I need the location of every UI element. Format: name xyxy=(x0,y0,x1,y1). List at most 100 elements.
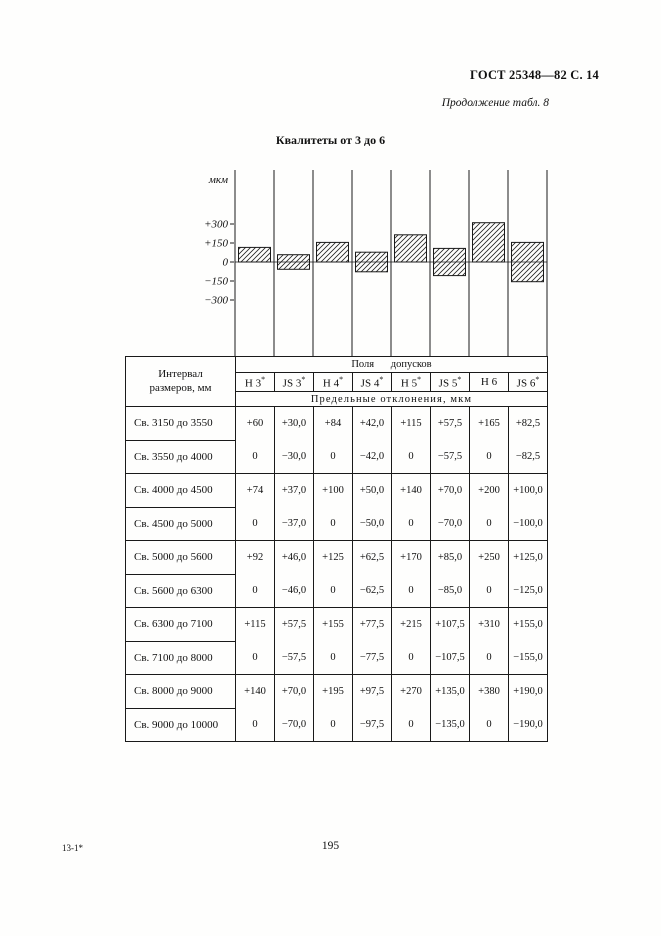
size-interval: Св. 6300 до 7100 xyxy=(125,607,236,642)
size-interval: Св. 4500 до 5000 xyxy=(125,506,236,541)
lower-deviation: −37,0 xyxy=(281,518,307,529)
lower-deviation: 0 xyxy=(252,585,258,596)
deviations-header-cell: Предельные отклонения, мкм xyxy=(235,391,548,407)
deviation-cell: +42,0 −42,0 xyxy=(352,406,392,474)
tolerance-column-header: Н 3* xyxy=(235,372,275,392)
tolerance-column-header: JS 4* xyxy=(352,372,392,392)
deviation-cell: +200 0 xyxy=(469,473,509,541)
deviation-cell: +250 0 xyxy=(469,540,509,608)
lower-deviation: 0 xyxy=(252,652,258,663)
lower-deviation: −77,5 xyxy=(359,652,385,663)
lower-deviation: −155,0 xyxy=(513,652,543,663)
upper-deviation: +155 xyxy=(322,619,344,630)
tolerance-zone-2 xyxy=(277,254,310,270)
deviation-cell: +46,0 −46,0 xyxy=(274,540,314,608)
lower-deviation: 0 xyxy=(408,652,414,663)
deviation-cell: +310 0 xyxy=(469,607,509,675)
size-interval: Св. 4000 до 4500 xyxy=(125,473,236,508)
upper-deviation: +215 xyxy=(400,619,422,630)
deviation-cell: +125,0 −125,0 xyxy=(508,540,548,608)
deviation-cell: +57,5 −57,5 xyxy=(430,406,470,474)
deviation-cell: +77,5 −77,5 xyxy=(352,607,392,675)
deviation-cell: +140 0 xyxy=(235,674,275,742)
lower-deviation: 0 xyxy=(330,652,336,663)
deviation-cell: +62,5 −62,5 xyxy=(352,540,392,608)
deviation-cell: +30,0 −30,0 xyxy=(274,406,314,474)
deviation-cell: +82,5 −82,5 xyxy=(508,406,548,474)
deviation-cell: +135,0 −135,0 xyxy=(430,674,470,742)
tolerance-zone-3 xyxy=(316,241,349,263)
lower-deviation: 0 xyxy=(252,451,258,462)
y-tick-label: +150 xyxy=(204,238,228,250)
upper-deviation: +74 xyxy=(246,485,264,496)
deviation-cell: +70,0 −70,0 xyxy=(274,674,314,742)
tolerance-chart: +300 +150 0 −150 −300 мкм xyxy=(204,170,548,356)
upper-deviation: +190,0 xyxy=(513,686,543,697)
lower-deviation: −62,5 xyxy=(359,585,385,596)
lower-deviation: −70,0 xyxy=(437,518,463,529)
upper-deviation: +92 xyxy=(246,552,264,563)
deviation-cell: +380 0 xyxy=(469,674,509,742)
lower-deviation: −46,0 xyxy=(281,585,307,596)
upper-deviation: +77,5 xyxy=(359,619,385,630)
footer-note: 13-1* xyxy=(62,843,83,853)
interval-header-text: Интервал размеров, мм xyxy=(149,367,212,394)
upper-deviation: +60 xyxy=(246,418,264,429)
deviation-cell: +100 0 xyxy=(313,473,353,541)
lower-deviation: −42,0 xyxy=(359,451,385,462)
lower-deviation: −57,5 xyxy=(281,652,307,663)
lower-deviation: 0 xyxy=(330,585,336,596)
upper-deviation: +100 xyxy=(322,485,344,496)
page-title: Квалитеты от 3 до 6 xyxy=(275,133,386,147)
lower-deviation: 0 xyxy=(408,719,414,730)
lower-deviation: −107,5 xyxy=(435,652,465,663)
tolerance-column-header: Н 5* xyxy=(391,372,431,392)
upper-deviation: +140 xyxy=(400,485,422,496)
lower-deviation: −100,0 xyxy=(513,518,543,529)
size-interval: Св. 7100 до 8000 xyxy=(125,640,236,675)
deviation-cell: +92 0 xyxy=(235,540,275,608)
lower-deviation: −97,5 xyxy=(359,719,385,730)
y-tick-label: −150 xyxy=(204,276,228,288)
upper-deviation: +100,0 xyxy=(513,485,543,496)
tolerance-column-header: Н 4* xyxy=(313,372,353,392)
tolerance-column-header: Н 6 xyxy=(469,372,509,392)
deviation-cell: +100,0 −100,0 xyxy=(508,473,548,541)
tolerance-zone-4 xyxy=(355,251,388,273)
upper-deviation: +125 xyxy=(322,552,344,563)
deviation-cell: +140 0 xyxy=(391,473,431,541)
lower-deviation: 0 xyxy=(252,719,258,730)
deviation-cell: +84 0 xyxy=(313,406,353,474)
lower-deviation: −57,5 xyxy=(437,451,463,462)
fields-header-cell: Поля допусков xyxy=(235,356,548,373)
deviation-cell: +37,0 −37,0 xyxy=(274,473,314,541)
lower-deviation: −125,0 xyxy=(513,585,543,596)
upper-deviation: +107,5 xyxy=(435,619,465,630)
lower-deviation: 0 xyxy=(330,518,336,529)
lower-deviation: 0 xyxy=(486,652,492,663)
lower-deviation: −190,0 xyxy=(513,719,543,730)
upper-deviation: +37,0 xyxy=(281,485,307,496)
y-tick-label: +300 xyxy=(204,219,228,231)
upper-deviation: +310 xyxy=(478,619,500,630)
lower-deviation: 0 xyxy=(408,518,414,529)
tolerance-zone-8 xyxy=(511,241,544,283)
deviation-cell: +190,0 −190,0 xyxy=(508,674,548,742)
y-tick-label: 0 xyxy=(223,257,229,269)
y-tick-label: −300 xyxy=(204,295,228,307)
upper-deviation: +195 xyxy=(322,686,344,697)
deviation-cell: +165 0 xyxy=(469,406,509,474)
upper-deviation: +57,5 xyxy=(281,619,307,630)
size-interval: Св. 9000 до 10000 xyxy=(125,707,236,742)
tolerance-zone-7 xyxy=(472,222,505,263)
deviation-cell: +60 0 xyxy=(235,406,275,474)
deviation-cell: +85,0 −85,0 xyxy=(430,540,470,608)
tolerance-zone-5 xyxy=(394,234,427,263)
deviation-cell: +270 0 xyxy=(391,674,431,742)
upper-deviation: +135,0 xyxy=(435,686,465,697)
tolerance-zone-6 xyxy=(433,247,466,277)
upper-deviation: +57,5 xyxy=(437,418,463,429)
lower-deviation: 0 xyxy=(486,518,492,529)
upper-deviation: +82,5 xyxy=(515,418,541,429)
